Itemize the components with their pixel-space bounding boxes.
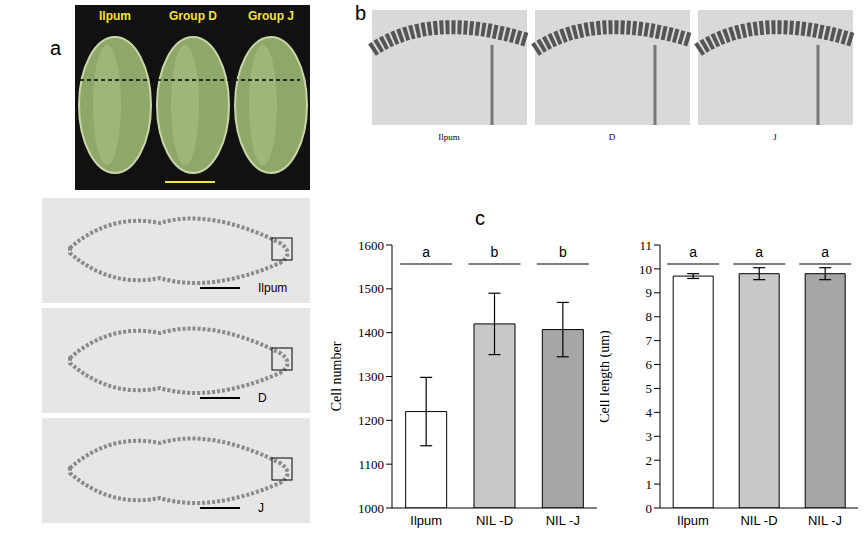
svg-text:1400: 1400 bbox=[358, 325, 384, 340]
svg-text:1200: 1200 bbox=[358, 413, 384, 428]
svg-text:D: D bbox=[258, 391, 267, 405]
svg-text:Ilpum: Ilpum bbox=[99, 9, 131, 23]
svg-text:2: 2 bbox=[646, 453, 653, 468]
svg-text:9: 9 bbox=[646, 285, 653, 300]
svg-text:Group J: Group J bbox=[248, 9, 294, 23]
svg-text:J: J bbox=[258, 501, 264, 515]
svg-text:Cell length (um): Cell length (um) bbox=[600, 330, 613, 423]
svg-text:Ilpum: Ilpum bbox=[410, 513, 442, 528]
svg-text:8: 8 bbox=[646, 309, 653, 324]
svg-text:11: 11 bbox=[639, 238, 652, 253]
svg-text:5: 5 bbox=[646, 381, 653, 396]
svg-text:NIL -D: NIL -D bbox=[476, 513, 513, 528]
svg-text:Cell number: Cell number bbox=[330, 341, 344, 411]
svg-text:1500: 1500 bbox=[358, 281, 384, 296]
svg-text:1000: 1000 bbox=[358, 501, 384, 516]
svg-text:Ilpum: Ilpum bbox=[677, 513, 709, 528]
svg-text:NIL -J: NIL -J bbox=[546, 513, 580, 528]
svg-text:c: c bbox=[475, 207, 485, 229]
svg-text:4: 4 bbox=[646, 405, 653, 420]
svg-text:Ilpum: Ilpum bbox=[258, 281, 287, 295]
svg-text:Ilpum: Ilpum bbox=[438, 132, 460, 142]
svg-text:NIL -D: NIL -D bbox=[740, 513, 777, 528]
svg-text:J: J bbox=[773, 132, 777, 142]
svg-text:10: 10 bbox=[639, 262, 652, 277]
svg-text:a: a bbox=[821, 244, 829, 260]
svg-text:1: 1 bbox=[646, 477, 653, 492]
svg-text:1100: 1100 bbox=[358, 457, 384, 472]
svg-text:1300: 1300 bbox=[358, 369, 384, 384]
svg-text:a: a bbox=[689, 244, 697, 260]
svg-text:NIL -J: NIL -J bbox=[808, 513, 842, 528]
svg-text:b: b bbox=[491, 244, 499, 260]
svg-text:a: a bbox=[422, 244, 430, 260]
svg-text:0: 0 bbox=[646, 501, 653, 516]
svg-text:6: 6 bbox=[646, 357, 653, 372]
svg-text:7: 7 bbox=[646, 333, 653, 348]
svg-text:b: b bbox=[559, 244, 567, 260]
svg-text:D: D bbox=[609, 132, 616, 142]
svg-text:1600: 1600 bbox=[358, 238, 384, 253]
svg-text:a: a bbox=[50, 37, 62, 59]
svg-text:3: 3 bbox=[646, 429, 653, 444]
svg-text:b: b bbox=[355, 2, 366, 24]
svg-text:Group D: Group D bbox=[169, 9, 217, 23]
svg-text:a: a bbox=[755, 244, 763, 260]
